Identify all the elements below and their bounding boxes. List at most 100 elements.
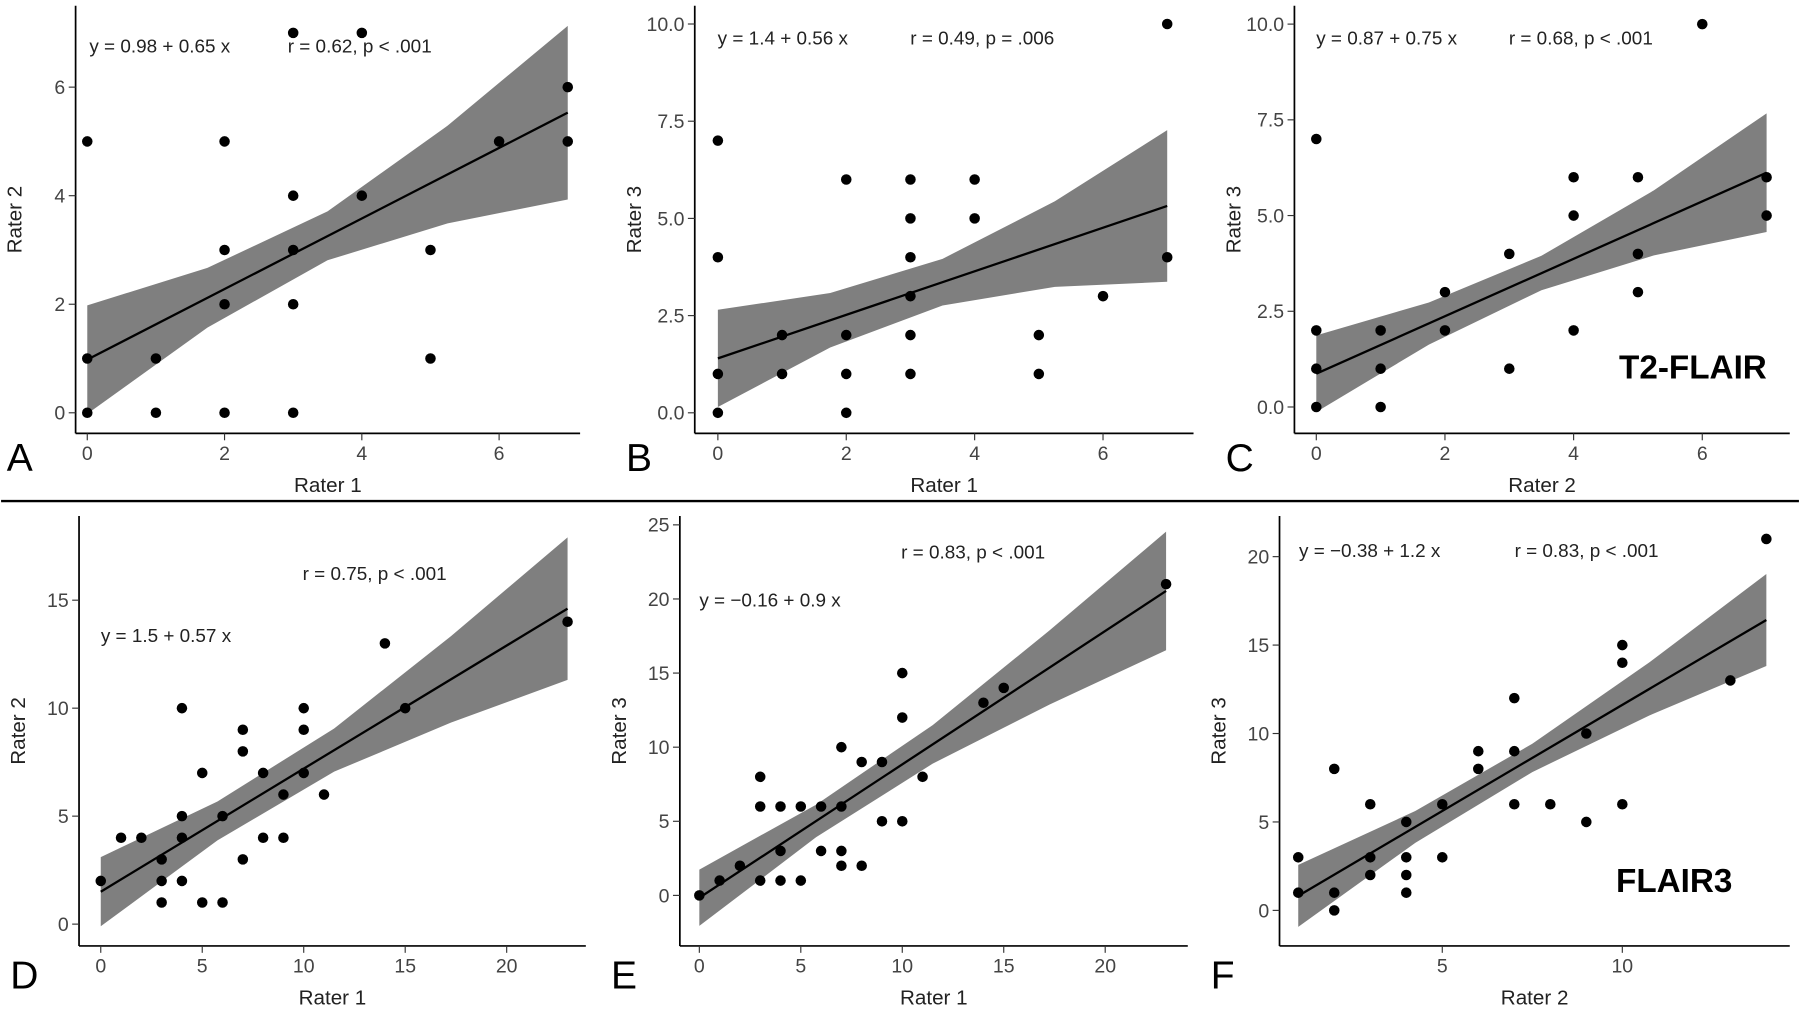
point (712, 135, 724, 146)
y-tick-label: 25 (648, 515, 670, 537)
point (257, 767, 269, 779)
point (978, 697, 989, 708)
point (775, 875, 786, 886)
x-tick-label: 2 (841, 443, 852, 465)
x-axis-title: Rater 1 (910, 474, 978, 497)
point (712, 252, 724, 263)
x-tick-label: 5 (795, 955, 806, 977)
point (196, 767, 208, 779)
confidence-band (699, 531, 1167, 926)
x-tick-label: 15 (394, 955, 416, 977)
y-tick-label: 5.0 (1257, 205, 1284, 227)
point (1473, 745, 1484, 757)
point (298, 702, 309, 714)
point (298, 767, 309, 779)
point (856, 860, 867, 872)
x-tick-label: 0 (82, 443, 93, 465)
point (1328, 763, 1340, 775)
point (278, 832, 289, 844)
point (694, 890, 705, 901)
point (1437, 798, 1448, 810)
point (562, 616, 573, 628)
point (836, 801, 847, 812)
point (896, 816, 908, 827)
point (1725, 675, 1736, 686)
point (150, 353, 162, 364)
point (917, 771, 928, 783)
y-tick-label: 15 (47, 590, 69, 612)
point (775, 845, 786, 857)
fit-line (1297, 618, 1767, 897)
point (1292, 852, 1304, 863)
x-tick-label: 6 (1697, 443, 1708, 465)
point (1311, 363, 1322, 374)
point (1375, 401, 1386, 413)
point (425, 244, 436, 256)
point (795, 875, 807, 886)
panel-letter: B (626, 437, 652, 480)
x-tick-label: 6 (1098, 443, 1109, 465)
point (1617, 639, 1628, 651)
point (1617, 657, 1628, 669)
point (156, 875, 167, 887)
point (1160, 578, 1172, 590)
point (1400, 816, 1412, 828)
y-tick-label: 10.0 (1246, 14, 1284, 36)
y-tick-label: 5 (58, 806, 69, 828)
panel-letter: F (1211, 954, 1235, 997)
y-axis-title: Rater 3 (1208, 697, 1231, 765)
point (836, 860, 847, 872)
point (776, 368, 788, 380)
x-axis-title: Rater 1 (900, 986, 968, 1009)
point (176, 875, 188, 887)
point (1439, 286, 1451, 298)
point (1568, 171, 1579, 183)
panel-letter: C (1226, 437, 1254, 480)
point (379, 638, 391, 649)
x-tick-label: 0 (694, 955, 705, 977)
point (176, 832, 188, 844)
point (1311, 133, 1322, 145)
point (1545, 798, 1556, 810)
correlation-stat: r = 0.83, p < .001 (901, 542, 1045, 563)
point (840, 174, 852, 185)
confidence-band (87, 25, 568, 414)
point (425, 353, 436, 364)
x-tick-label: 10 (293, 955, 315, 977)
point (287, 407, 299, 419)
point (156, 854, 167, 865)
regression-equation: y = 0.98 + 0.65 x (89, 37, 230, 58)
point (1161, 252, 1173, 263)
point (1761, 210, 1772, 221)
point (712, 407, 724, 419)
point (136, 832, 147, 844)
y-tick-label: 0.0 (657, 403, 684, 425)
y-tick-label: 15 (1248, 635, 1270, 657)
point (815, 845, 827, 857)
point (896, 667, 908, 679)
x-tick-label: 4 (1568, 443, 1579, 465)
point (1696, 18, 1708, 30)
point (356, 27, 368, 39)
point (998, 682, 1010, 694)
point (1509, 745, 1520, 757)
point (905, 329, 916, 341)
y-tick-label: 10 (1248, 723, 1270, 745)
x-tick-label: 2 (219, 443, 230, 465)
y-tick-label: 0.0 (1257, 397, 1284, 419)
point (754, 801, 766, 812)
x-axis-title: Rater 2 (1508, 474, 1576, 497)
point (1473, 763, 1484, 775)
point (1033, 368, 1045, 380)
x-axis-title: Rater 1 (299, 986, 367, 1009)
x-tick-label: 4 (356, 443, 367, 465)
point (775, 801, 786, 812)
point (1761, 171, 1772, 183)
point (712, 368, 724, 380)
point (840, 368, 852, 380)
regression-equation: y = −0.38 + 1.2 x (1299, 541, 1441, 562)
point (81, 136, 93, 147)
y-tick-label: 2 (54, 294, 65, 316)
point (905, 174, 916, 185)
